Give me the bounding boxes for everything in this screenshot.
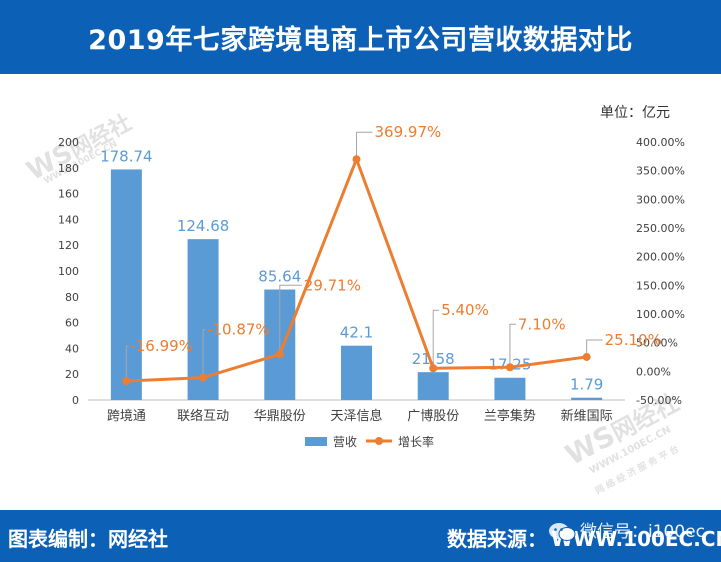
wechat-overlay: 微信号：i100ec (548, 517, 705, 542)
line-point (582, 352, 591, 361)
right-tick-label: 250.00% (636, 222, 685, 235)
category-label: 广博股份 (407, 409, 459, 424)
bar (494, 377, 526, 400)
right-tick-label: 400.00% (636, 136, 685, 149)
line-value-label: 7.10% (518, 315, 566, 333)
category-labels: 跨境通 联络互动 华鼎股份 天泽信息 广博股份 兰亭集势 新维国际 (107, 408, 613, 424)
line-point (352, 155, 361, 164)
left-tick-label: 20 (65, 368, 79, 381)
left-tick-label: 80 (65, 291, 79, 304)
line-point (199, 373, 208, 382)
right-tick-label: 50.00% (636, 337, 678, 350)
bar-value-label: 178.74 (100, 147, 153, 165)
left-axis-ticks: 0 20 40 60 80 100 120 140 160 180 200 (58, 136, 79, 407)
category-label: 跨境通 (107, 409, 146, 424)
line-point (429, 364, 438, 373)
bar-value-label: 124.68 (177, 217, 230, 235)
bar (341, 345, 372, 400)
line-label-callouts (125, 131, 603, 382)
callout-line (356, 131, 373, 160)
right-tick-label: 0.00% (636, 365, 671, 378)
right-tick-label: 100.00% (636, 308, 685, 321)
left-tick-label: 180 (58, 162, 79, 175)
callout-line (432, 309, 440, 369)
bar (571, 397, 603, 400)
line-point (122, 377, 131, 386)
category-label: 新维国际 (561, 408, 613, 424)
callout-line (202, 329, 206, 378)
left-tick-label: 0 (72, 394, 79, 407)
callout-line (586, 339, 603, 357)
left-tick-label: 60 (65, 317, 79, 330)
data-source: 数据来源： WWW.100EC.CN (447, 523, 721, 552)
category-label: 兰亭集势 (484, 408, 536, 424)
chart-credit: 图表编制：网经社 (8, 527, 168, 551)
right-tick-label: 150.00% (636, 279, 685, 292)
legend-swatch-bar (305, 437, 327, 446)
left-tick-label: 100 (58, 265, 79, 278)
data-source-url: WWW.100EC.CN (551, 527, 721, 551)
left-tick-label: 200 (58, 136, 79, 149)
right-tick-label: 350.00% (636, 165, 685, 178)
unit-label: 单位：亿元 (600, 105, 670, 121)
data-source-label: 数据来源： (447, 527, 547, 551)
left-tick-label: 40 (65, 342, 79, 355)
line-series (122, 155, 591, 386)
line-point (275, 350, 284, 359)
line-value-label: 29.71% (304, 276, 361, 294)
wechat-icon (549, 523, 576, 541)
legend-swatch-point (375, 437, 383, 445)
combo-chart: 0 20 40 60 80 100 120 140 160 180 200 -50.00% 0.00%… (58, 123, 685, 449)
line-data-labels: -16.99% -10.87% 29.71% 369.97% 5.40% 7.10% 25.… (130, 123, 661, 355)
left-tick-label: 140 (58, 213, 79, 226)
title-banner: 2019年七家跨境电商上市公司营收数据对比 (0, 0, 721, 74)
line-value-label: 25.10% (605, 331, 662, 349)
left-tick-label: 160 (58, 188, 79, 201)
left-tick-label: 120 (58, 239, 79, 252)
line-value-label: 369.97% (375, 123, 442, 141)
category-label: 天泽信息 (330, 408, 382, 424)
line-value-label: -10.87% (207, 321, 270, 339)
callout-line (279, 284, 302, 355)
category-label: 华鼎股份 (254, 409, 306, 424)
right-axis-ticks: -50.00% 0.00% 50.00% 100.00% 150.00% 200.00% 2… (636, 136, 685, 407)
chart-title: 2019年七家跨境电商上市公司营收数据对比 (88, 24, 633, 56)
legend-label: 营收 (333, 435, 357, 449)
bar-value-label: 42.1 (340, 324, 373, 342)
right-tick-label: 300.00% (636, 193, 685, 206)
line-value-label: -16.99% (130, 337, 193, 355)
line-value-label: 5.40% (441, 301, 489, 319)
category-label: 联络互动 (177, 408, 229, 424)
bar (417, 372, 449, 400)
callout-line (509, 323, 516, 368)
line-point (505, 363, 514, 372)
wechat-id: 微信号：i100ec (580, 522, 705, 542)
right-tick-label: 200.00% (636, 251, 685, 264)
right-tick-label: -50.00% (636, 394, 682, 407)
footer-bar: 图表编制：网经社 数据来源： WWW.100EC.CN (0, 510, 721, 562)
callout-line (125, 345, 129, 382)
bar-value-label: 1.79 (570, 376, 603, 394)
bar-value-label: 85.64 (258, 268, 301, 286)
legend-label: 增长率 (398, 434, 434, 449)
legend: 营收 增长率 (305, 434, 434, 449)
